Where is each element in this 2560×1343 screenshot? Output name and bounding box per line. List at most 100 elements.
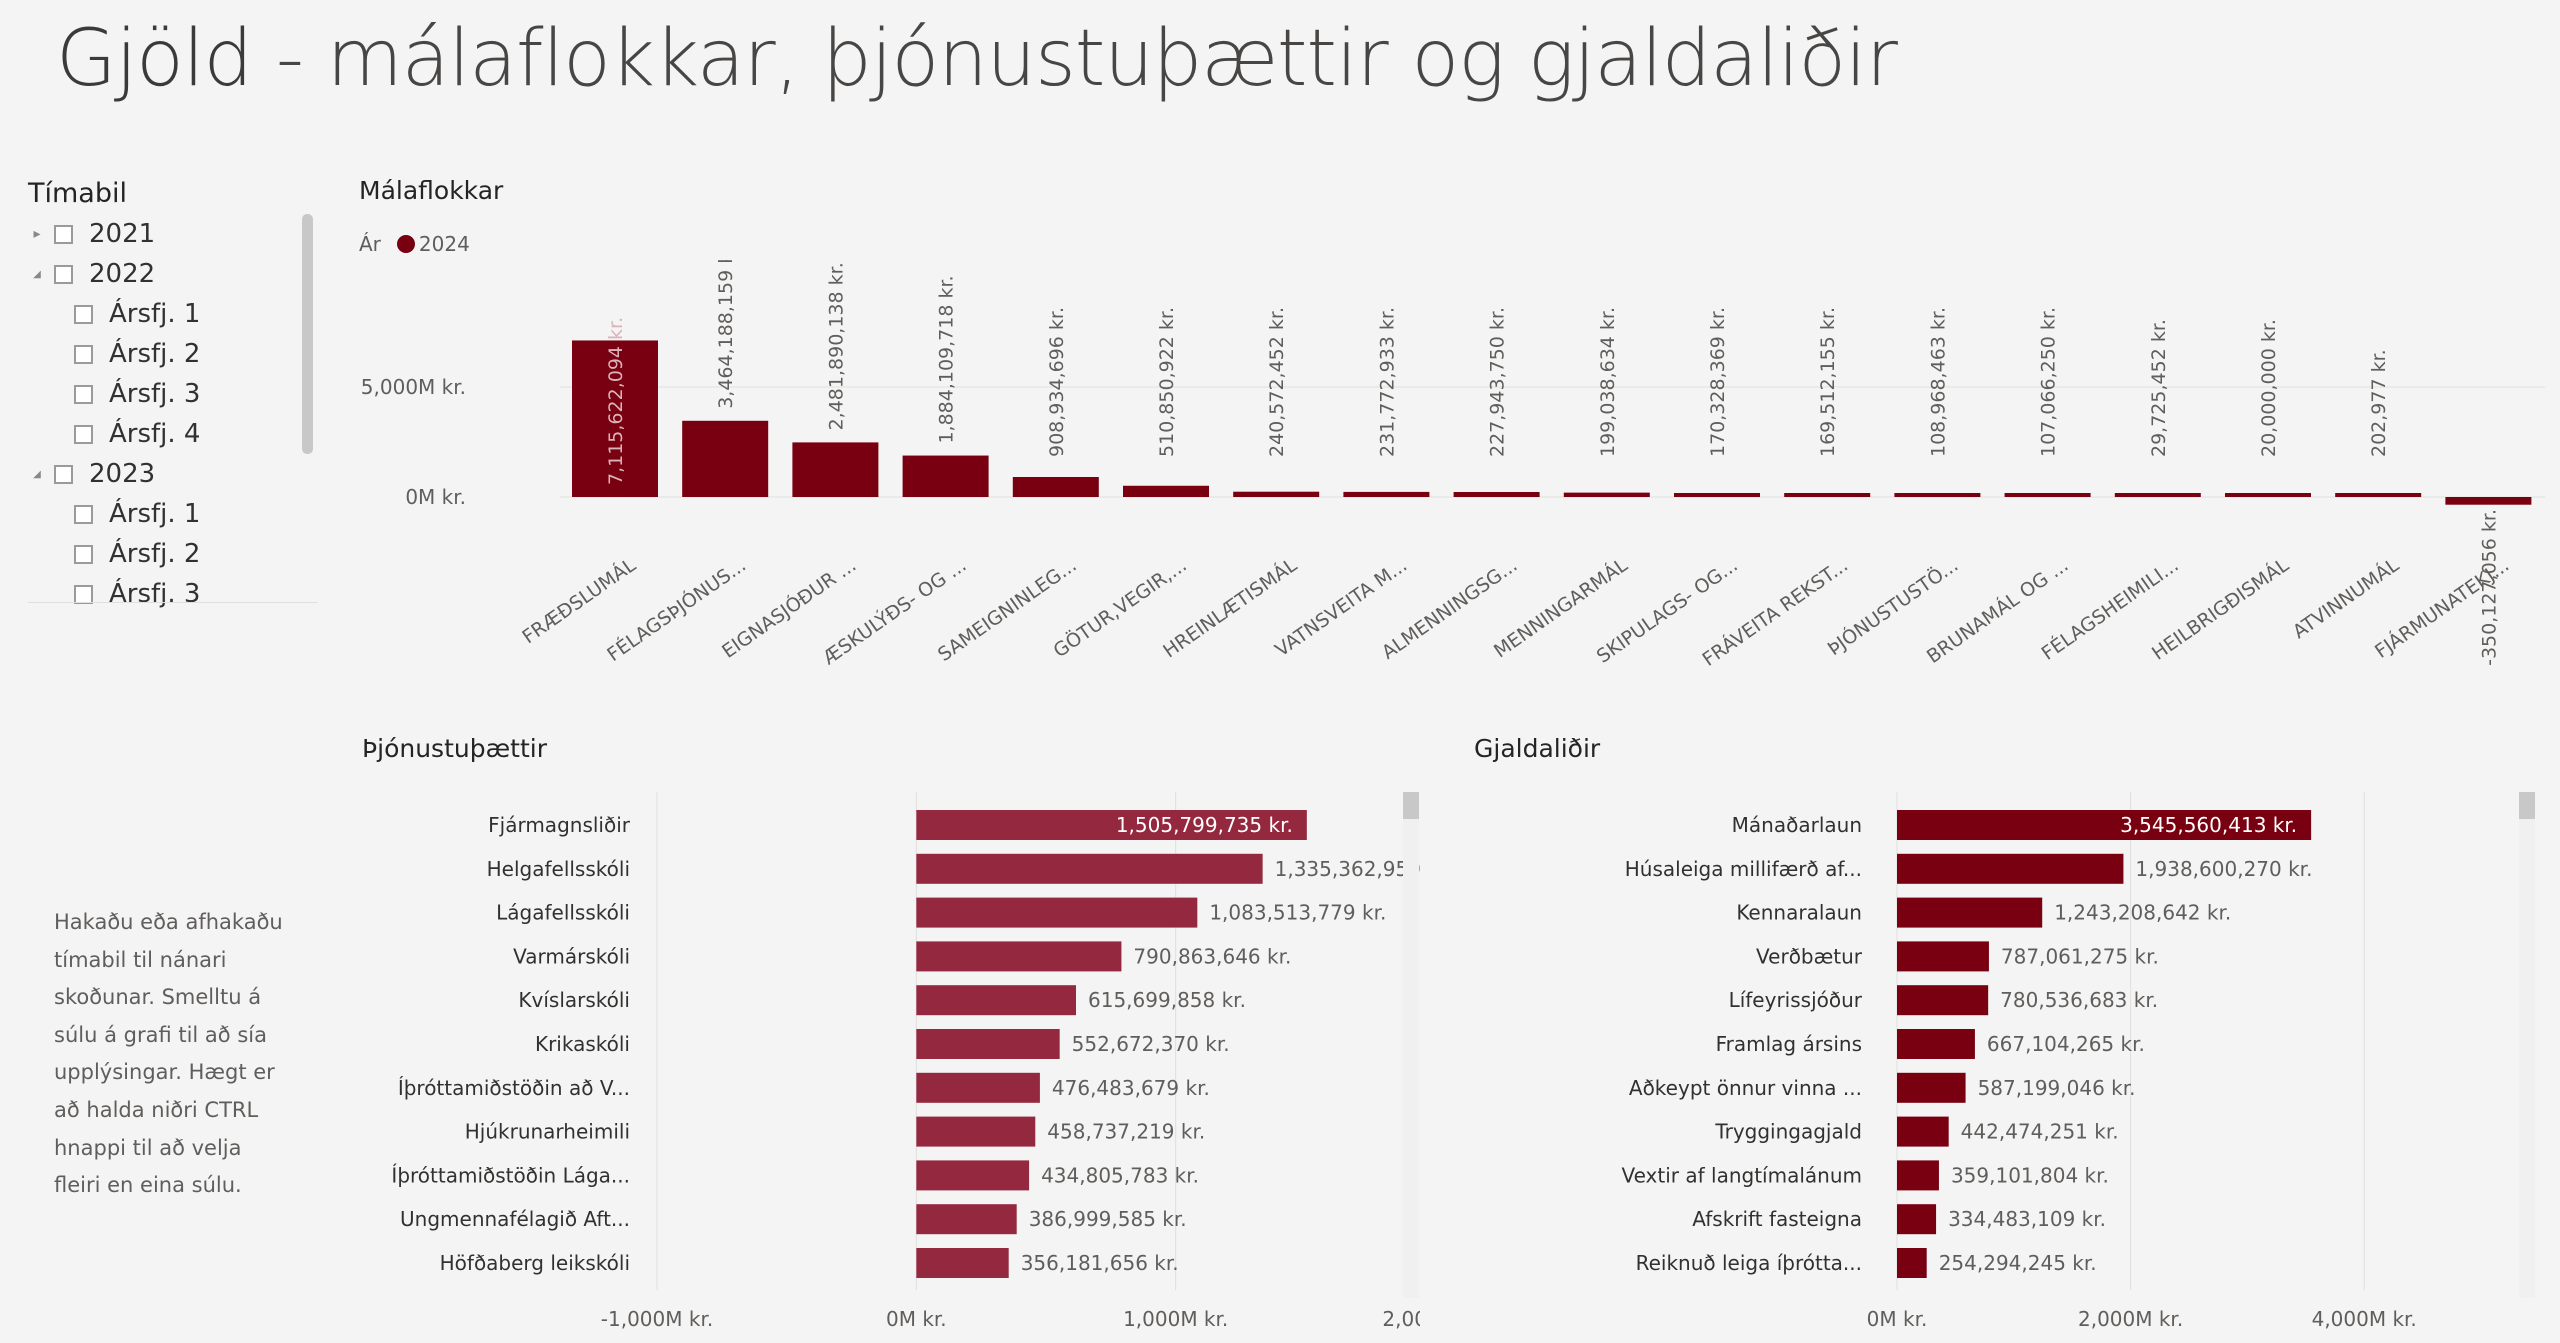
data-label: 334,483,109 kr. [1948, 1207, 2106, 1231]
bar[interactable] [902, 455, 989, 497]
slicer-item-label: Ársfj. 1 [109, 499, 201, 529]
slicer-item[interactable]: Ársfj. 3 [66, 374, 200, 414]
checkbox-icon[interactable] [74, 504, 93, 524]
category-label: Lífeyrissjóður [1729, 988, 1863, 1012]
slicer-scrollbar[interactable] [302, 214, 313, 454]
slicer-item[interactable]: ▸ 2021 [28, 214, 155, 254]
thjonustuthaettir-chart[interactable]: -1,000M kr. 0M kr. 1,000M kr. 2,000M kr. Fjá… [360, 790, 1420, 1335]
bar[interactable] [2004, 493, 2091, 497]
bar[interactable] [2114, 493, 2201, 497]
bar[interactable] [916, 897, 1198, 928]
bar[interactable] [1897, 941, 1989, 972]
expand-icon[interactable]: ▸ [33, 226, 41, 242]
bar[interactable] [1897, 1116, 1949, 1147]
bar[interactable] [916, 1160, 1030, 1191]
bar[interactable] [1343, 491, 1430, 497]
bar[interactable] [1897, 1248, 1927, 1278]
bar[interactable] [916, 1072, 1040, 1103]
bar[interactable] [2225, 493, 2311, 497]
data-label: 587,199,046 kr. [1978, 1076, 2136, 1100]
thjonustuthaettir-scroll-thumb[interactable] [1403, 792, 1419, 819]
category-label: Lágafellsskóli [496, 901, 630, 925]
data-label: 231,772,933 kr. [1376, 307, 1398, 457]
collapse-icon[interactable]: ◢ [33, 268, 41, 280]
checkbox-icon[interactable] [54, 264, 73, 284]
slicer-item-label: Ársfj. 4 [109, 419, 201, 449]
bar[interactable] [1897, 1072, 1966, 1103]
category-label: Vextir af langtímalánum [1621, 1163, 1862, 1187]
checkbox-icon[interactable] [54, 224, 73, 244]
bar[interactable] [916, 1204, 1017, 1235]
data-label: 458,737,219 kr. [1047, 1120, 1205, 1144]
bar[interactable] [1012, 477, 1099, 497]
malaflokkar-title: Málaflokkar [359, 176, 504, 205]
thjonustuthaettir-title: Þjónustuþættir [362, 734, 547, 763]
bar[interactable] [1897, 1204, 1937, 1235]
bar[interactable] [1897, 897, 2043, 928]
bar[interactable] [1897, 810, 2312, 840]
checkbox-icon[interactable] [74, 384, 93, 404]
bar[interactable] [1897, 853, 2124, 884]
bar[interactable] [916, 985, 1077, 1016]
category-label: Húsaleiga millifærð af... [1625, 857, 1862, 881]
bar[interactable] [1233, 491, 1320, 497]
bar[interactable] [1563, 492, 1650, 497]
bar[interactable] [916, 1248, 1009, 1278]
checkbox-icon[interactable] [74, 584, 93, 604]
x-tick-label: ATVINNUMÁL [2288, 553, 2403, 643]
slicer-item[interactable]: Ársfj. 2 [66, 534, 200, 574]
bar[interactable] [916, 810, 1307, 840]
slicer-item-label: Ársfj. 2 [109, 539, 201, 569]
legend-title: Ár [359, 232, 381, 256]
bar[interactable] [916, 941, 1122, 972]
period-slicer[interactable]: Tímabil ▸ 2021 ◢ 2022 Ársfj. 1 Ársfj. 2 Ársfj.… [28, 178, 318, 618]
category-label: Krikaskóli [535, 1032, 630, 1056]
slicer-item[interactable]: Ársfj. 3 [66, 574, 200, 614]
gjaldalidir-chart[interactable]: 0M kr. 2,000M kr. 4,000M kr. Mánaðarlaun 3,5… [1470, 790, 2540, 1335]
bar[interactable] [1897, 1029, 1975, 1059]
bar[interactable] [792, 442, 879, 497]
legend-entry[interactable]: 2024 [418, 232, 470, 256]
checkbox-icon[interactable] [54, 464, 73, 484]
checkbox-icon[interactable] [74, 344, 93, 364]
gjaldalidir-scroll-thumb[interactable] [2519, 792, 2535, 819]
data-label: 2,481,890,138 kr. [825, 262, 847, 430]
bar[interactable] [572, 340, 658, 497]
bar[interactable] [1674, 493, 1760, 497]
slicer-item[interactable]: ◢ 2023 [28, 454, 155, 494]
bar[interactable] [1894, 493, 1981, 497]
bar[interactable] [916, 1116, 1036, 1147]
malaflokkar-chart[interactable]: 0M kr.5,000M kr. 7,115,622,094 kr.FRÆÐSLU… [340, 260, 2550, 700]
data-label: 787,061,275 kr. [2001, 944, 2159, 968]
category-label: Reiknuð leiga íþrótta... [1636, 1251, 1862, 1275]
bar[interactable] [916, 1029, 1060, 1059]
gjaldalidir-scrollbar[interactable] [2519, 792, 2535, 1298]
checkbox-icon[interactable] [74, 424, 93, 444]
bar[interactable] [916, 853, 1263, 884]
bar[interactable] [2335, 493, 2422, 497]
bar[interactable] [1453, 491, 1540, 497]
category-label: Ungmennafélagið Aft... [400, 1207, 630, 1231]
data-label: 552,672,370 kr. [1072, 1032, 1230, 1056]
slicer-item[interactable]: Ársfj. 4 [66, 414, 200, 454]
bar[interactable] [682, 420, 769, 497]
category-label: Íþróttamiðstöðin að V... [398, 1076, 630, 1100]
bar[interactable] [1897, 985, 1989, 1016]
checkbox-icon[interactable] [74, 304, 93, 324]
bar[interactable] [2445, 497, 2532, 505]
bar[interactable] [1123, 485, 1209, 497]
bar[interactable] [1897, 1160, 1939, 1191]
data-label: 169,512,155 kr. [1817, 307, 1839, 457]
slicer-item[interactable]: Ársfj. 1 [66, 494, 200, 534]
category-label: Kennaralaun [1736, 901, 1862, 925]
bar[interactable] [1784, 493, 1871, 497]
thjonustuthaettir-scrollbar[interactable] [1403, 792, 1419, 1298]
category-label: Aðkeypt önnur vinna ... [1629, 1076, 1862, 1100]
collapse-icon[interactable]: ◢ [33, 468, 41, 480]
data-label: 667,104,265 kr. [1987, 1032, 2145, 1056]
checkbox-icon[interactable] [74, 544, 93, 564]
slicer-item[interactable]: Ársfj. 1 [66, 294, 200, 334]
data-label: 908,934,696 kr. [1046, 307, 1068, 457]
slicer-item[interactable]: Ársfj. 2 [66, 334, 200, 374]
slicer-item[interactable]: ◢ 2022 [28, 254, 155, 294]
